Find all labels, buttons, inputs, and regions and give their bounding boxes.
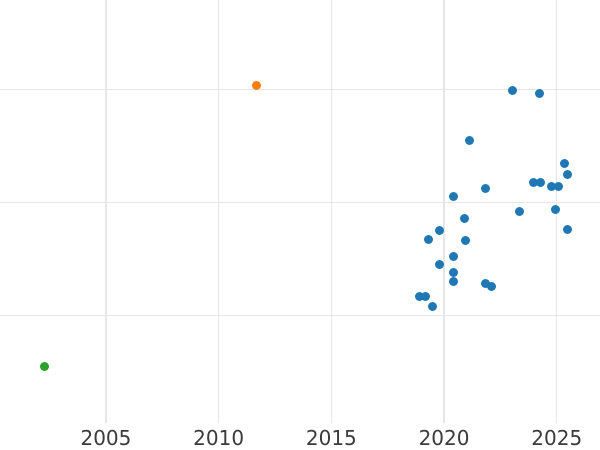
x-tick-label: 2010 xyxy=(193,426,245,450)
data-point-blue-series xyxy=(563,169,573,179)
data-point-blue-series xyxy=(415,291,425,301)
data-point-blue-series xyxy=(486,281,496,291)
horizontal-gridline xyxy=(0,88,600,91)
data-point-blue-series xyxy=(559,159,569,169)
data-point-blue-series xyxy=(448,192,458,202)
x-tick-label: 2015 xyxy=(305,426,357,450)
data-point-blue-series xyxy=(460,213,470,223)
data-point-blue-series xyxy=(546,182,556,192)
data-point-blue-series xyxy=(535,177,545,187)
data-point-blue-series xyxy=(464,135,474,145)
horizontal-gridline xyxy=(0,314,600,317)
data-point-blue-series xyxy=(448,268,458,278)
data-point-blue-series xyxy=(554,182,564,192)
data-point-blue-series xyxy=(563,225,573,235)
x-tick-label: 2005 xyxy=(80,426,132,450)
data-point-blue-series xyxy=(448,252,458,262)
plot-area xyxy=(0,0,600,423)
data-point-blue-series xyxy=(480,279,490,289)
data-point-orange-series xyxy=(251,81,261,91)
data-point-green-series xyxy=(39,361,49,371)
x-tick-label: 2020 xyxy=(418,426,470,450)
data-point-blue-series xyxy=(460,236,470,246)
data-point-blue-series xyxy=(434,226,444,236)
data-point-blue-series xyxy=(421,291,431,301)
data-point-blue-series xyxy=(508,85,518,95)
data-point-blue-series xyxy=(448,277,458,287)
vertical-gridline xyxy=(217,0,220,423)
data-point-blue-series xyxy=(481,184,491,194)
data-point-blue-series xyxy=(534,89,544,99)
data-point-blue-series xyxy=(528,177,538,187)
x-tick-label: 2025 xyxy=(531,426,583,450)
vertical-gridline xyxy=(330,0,333,423)
data-point-blue-series xyxy=(514,207,524,216)
data-point-blue-series xyxy=(434,260,444,270)
data-point-blue-series xyxy=(550,204,560,214)
data-point-blue-series xyxy=(423,235,433,245)
vertical-gridline xyxy=(105,0,107,423)
horizontal-gridline xyxy=(0,201,600,204)
vertical-gridline xyxy=(443,0,445,423)
data-point-blue-series xyxy=(427,302,437,311)
